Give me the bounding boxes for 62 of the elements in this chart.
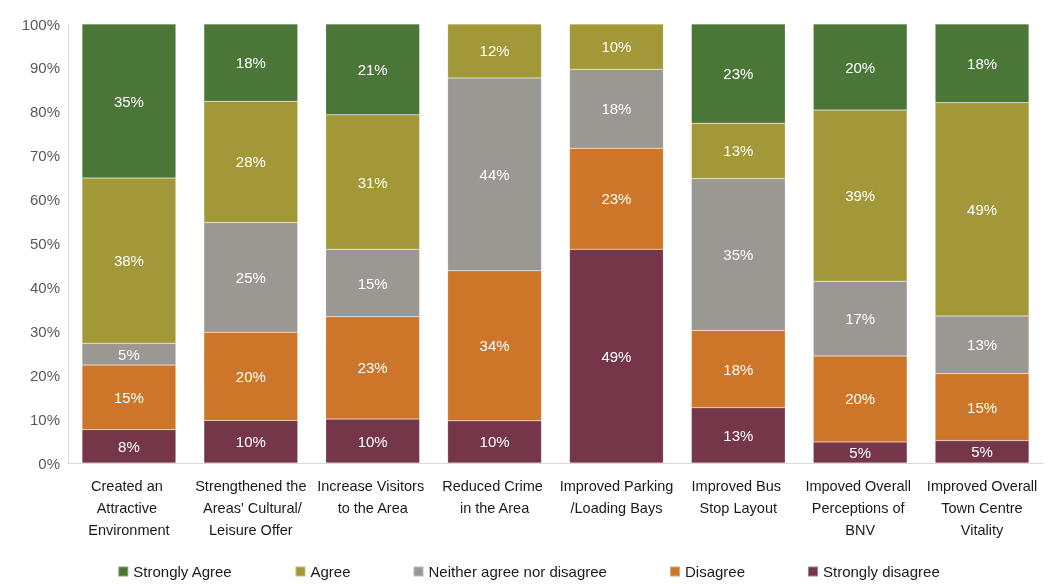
legend-label: Strongly Agree [133,563,232,580]
y-tick-label: 50% [29,235,60,252]
data-label: 31% [357,173,388,191]
data-label: 10% [479,433,510,451]
data-label: 18% [967,54,998,72]
legend-label: Agree [310,563,351,580]
data-label: 15% [113,388,144,406]
data-label: 15% [357,274,388,292]
x-tick-label: Increase Visitors to the Area [317,478,429,516]
x-tick-label: Impoved Overall Perceptions of BNV [805,478,915,538]
data-label: 20% [235,367,266,385]
data-label: 23% [601,190,632,208]
data-label: 12% [479,42,510,60]
x-tick-label: Improved Overall Town Centre Vitality [926,478,1038,538]
y-tick-label: 20% [29,366,60,384]
x-tick-label: Reduced Crime in the Area [442,478,547,516]
data-label: 44% [479,165,510,183]
data-label: 5% [849,443,872,461]
data-label: 28% [235,153,266,171]
data-label: 20% [845,58,876,76]
y-tick-label: 10% [29,410,60,428]
data-label: 13% [723,426,754,444]
data-label: 18% [601,100,632,118]
y-tick-label: 30% [29,322,60,340]
data-label: 13% [723,142,754,160]
data-label: 10% [235,433,266,451]
data-label: 34% [479,337,510,355]
y-tick-label: 100% [21,15,60,33]
data-label: 5% [118,345,140,363]
data-label: 15% [967,398,998,416]
y-tick-label: 0% [38,454,60,472]
data-label: 25% [235,268,266,286]
data-label: 8% [118,437,140,455]
x-tick-label: Strengthened the Areas' Cultural/Leisure Offer [195,478,307,538]
legend-label: Disagree [684,563,745,580]
y-tick-label: 70% [29,147,60,165]
data-label: 23% [357,359,388,377]
data-label: 5% [971,443,993,461]
y-tick-label: 90% [29,59,60,77]
data-label: 49% [967,200,998,218]
legend-label: Neither agree nor disagree [428,563,607,580]
data-label: 17% [845,310,876,328]
data-label: 21% [357,60,388,78]
data-label: 13% [967,336,998,354]
x-tick-label: Improved Parking/Loading Bays [559,478,674,516]
x-tick-label: Created an Attractive Environment [88,478,170,538]
data-label: 39% [845,187,876,205]
data-label: 35% [723,245,754,263]
legend-label: Strongly disagree [822,563,940,580]
y-tick-label: 60% [29,191,60,209]
data-label: 38% [113,252,144,270]
data-label: 18% [723,360,754,378]
data-label: 35% [113,92,144,110]
data-label: 18% [235,54,266,72]
x-tick-label: Improved Bus Stop Layout [691,478,786,516]
data-label: 23% [723,65,754,83]
y-tick-label: 80% [29,103,60,121]
data-label: 49% [601,347,632,365]
data-label: 10% [357,432,388,450]
data-label: 10% [601,38,632,56]
y-tick-label: 40% [29,278,60,296]
data-label: 20% [845,390,876,408]
